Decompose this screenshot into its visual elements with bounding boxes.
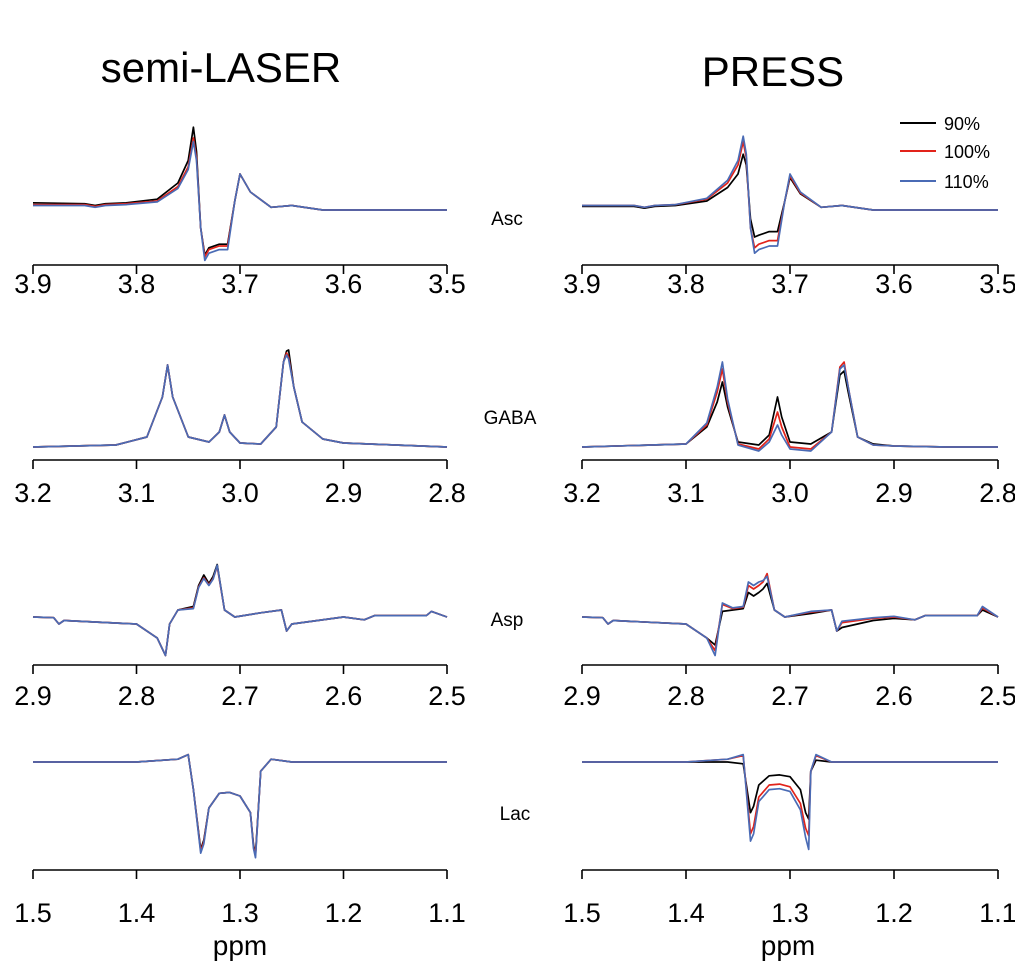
x-tick-label-press-asc: 3.9 xyxy=(563,269,601,299)
semi-laser-title: semi-LASER xyxy=(101,44,341,91)
metabolite-label-asc: Asc xyxy=(491,209,523,230)
x-tick-label-press-lac: 1.1 xyxy=(979,898,1015,928)
series-line-100pct-semi-laser-gaba xyxy=(32,352,448,448)
legend-label-110: 110% xyxy=(944,172,989,192)
series-line-90pct-semi-laser-asp xyxy=(32,563,448,657)
series-line-110pct-press-gaba xyxy=(581,361,998,452)
series-line-100pct-press-asc xyxy=(582,140,998,249)
x-tick-label-semi-laser-asp: 2.8 xyxy=(118,681,156,711)
x-tick-label-press-asp: 2.8 xyxy=(667,681,705,711)
x-tick-label-semi-laser-gaba: 3.2 xyxy=(14,478,52,508)
panel-press-gaba: 3.2 3.1 3.0 2.9 2.8 xyxy=(563,361,1015,508)
panel-semi-laser-lac: 1.5 1.4 1.3 1.2 1.1 xyxy=(14,753,466,928)
x-tick-label-press-asc: 3.5 xyxy=(979,269,1015,299)
x-tick-label-press-asc: 3.7 xyxy=(771,269,809,299)
x-tick-label-semi-laser-lac: 1.5 xyxy=(14,898,52,928)
x-tick-label-semi-laser-asp: 2.9 xyxy=(14,681,52,711)
x-tick-label-press-lac: 1.5 xyxy=(563,898,601,928)
x-tick-label-press-asp: 2.6 xyxy=(875,681,913,711)
series-line-110pct-press-asc xyxy=(582,135,998,255)
x-tick-label-press-lac: 1.4 xyxy=(667,898,705,928)
series-line-90pct-press-asp xyxy=(581,582,999,646)
x-tick-label-semi-laser-gaba: 3.1 xyxy=(118,478,156,508)
series-line-90pct-press-asc xyxy=(582,153,998,238)
series-line-90pct-semi-laser-asc xyxy=(32,126,447,256)
series-line-90pct-press-gaba xyxy=(581,370,998,448)
panel-semi-laser-asc: 3.9 3.8 3.7 3.6 3.5 xyxy=(14,126,466,299)
x-tick-label-semi-laser-asp: 2.7 xyxy=(221,681,259,711)
x-tick-label-press-asp: 2.7 xyxy=(771,681,809,711)
x-tick-label-semi-laser-asc: 3.8 xyxy=(118,269,156,299)
series-line-100pct-semi-laser-asc xyxy=(33,137,447,258)
legend-label-100: 100% xyxy=(944,142,990,162)
panel-semi-laser-asp: 2.9 2.8 2.7 2.6 2.5 xyxy=(14,563,466,711)
series-line-110pct-press-lac xyxy=(582,753,998,851)
x-tick-label-semi-laser-asc: 3.9 xyxy=(14,269,52,299)
x-tick-label-press-lac: 1.2 xyxy=(875,898,913,928)
metabolite-label-lac: Lac xyxy=(500,804,531,825)
x-axis-label-left: ppm xyxy=(213,930,267,961)
x-tick-label-press-gaba: 3.1 xyxy=(667,478,705,508)
x-tick-label-semi-laser-asc: 3.7 xyxy=(221,269,259,299)
series-line-100pct-press-gaba xyxy=(581,361,998,450)
series-line-90pct-semi-laser-lac xyxy=(33,753,447,855)
x-tick-label-semi-laser-lac: 1.2 xyxy=(325,898,363,928)
x-tick-label-semi-laser-asc: 3.6 xyxy=(325,269,363,299)
x-tick-label-semi-laser-asc: 3.5 xyxy=(428,269,466,299)
x-tick-label-press-asc: 3.6 xyxy=(875,269,913,299)
x-tick-label-semi-laser-asp: 2.6 xyxy=(325,681,363,711)
x-tick-label-press-asp: 2.9 xyxy=(563,681,601,711)
x-tick-label-semi-laser-gaba: 2.8 xyxy=(428,478,466,508)
spectra-panels: 3.9 3.8 3.7 3.6 3.5 3.9 3.8 3.7 3.6 3.5 3.2 3.1 3.0 2… xyxy=(14,126,1015,928)
series-line-110pct-semi-laser-gaba xyxy=(32,354,448,448)
series-line-100pct-semi-laser-lac xyxy=(33,753,447,857)
metabolite-label-asp: Asp xyxy=(491,610,524,631)
x-tick-label-press-gaba: 3.0 xyxy=(771,478,809,508)
x-tick-label-press-gaba: 3.2 xyxy=(563,478,601,508)
x-tick-label-press-asc: 3.8 xyxy=(667,269,705,299)
x-tick-label-semi-laser-lac: 1.1 xyxy=(428,898,466,928)
series-line-110pct-semi-laser-asp xyxy=(32,564,448,657)
panel-press-lac: 1.5 1.4 1.3 1.2 1.1 xyxy=(563,753,1015,928)
series-line-90pct-press-lac xyxy=(582,759,998,820)
legend: 90% 100% 110% xyxy=(900,114,990,192)
press-title: PRESS xyxy=(702,48,844,95)
x-tick-label-semi-laser-gaba: 3.0 xyxy=(221,478,259,508)
x-tick-label-press-gaba: 2.9 xyxy=(875,478,913,508)
panel-semi-laser-gaba: 3.2 3.1 3.0 2.9 2.8 xyxy=(14,349,466,508)
panel-press-asp: 2.9 2.8 2.7 2.6 2.5 xyxy=(563,572,1015,711)
series-line-100pct-press-asp xyxy=(581,572,999,652)
x-axis-label-right: ppm xyxy=(761,930,815,961)
series-line-90pct-semi-laser-gaba xyxy=(32,349,448,448)
metabolite-label-gaba: GABA xyxy=(484,408,537,429)
x-tick-label-semi-laser-asp: 2.5 xyxy=(428,681,466,711)
x-tick-label-semi-laser-gaba: 2.9 xyxy=(325,478,363,508)
series-line-110pct-semi-laser-lac xyxy=(33,753,447,859)
x-tick-label-semi-laser-lac: 1.3 xyxy=(221,898,259,928)
series-line-110pct-press-asp xyxy=(581,575,999,657)
x-tick-label-press-asp: 2.5 xyxy=(979,681,1015,711)
series-line-100pct-semi-laser-asp xyxy=(32,565,448,657)
series-line-100pct-press-lac xyxy=(582,754,998,837)
legend-label-90: 90% xyxy=(944,114,980,134)
x-tick-label-press-gaba: 2.8 xyxy=(979,478,1015,508)
x-tick-label-press-lac: 1.3 xyxy=(771,898,809,928)
x-tick-label-semi-laser-lac: 1.4 xyxy=(118,898,156,928)
panel-press-asc: 3.9 3.8 3.7 3.6 3.5 xyxy=(563,135,1015,299)
series-line-110pct-semi-laser-asc xyxy=(33,140,447,262)
